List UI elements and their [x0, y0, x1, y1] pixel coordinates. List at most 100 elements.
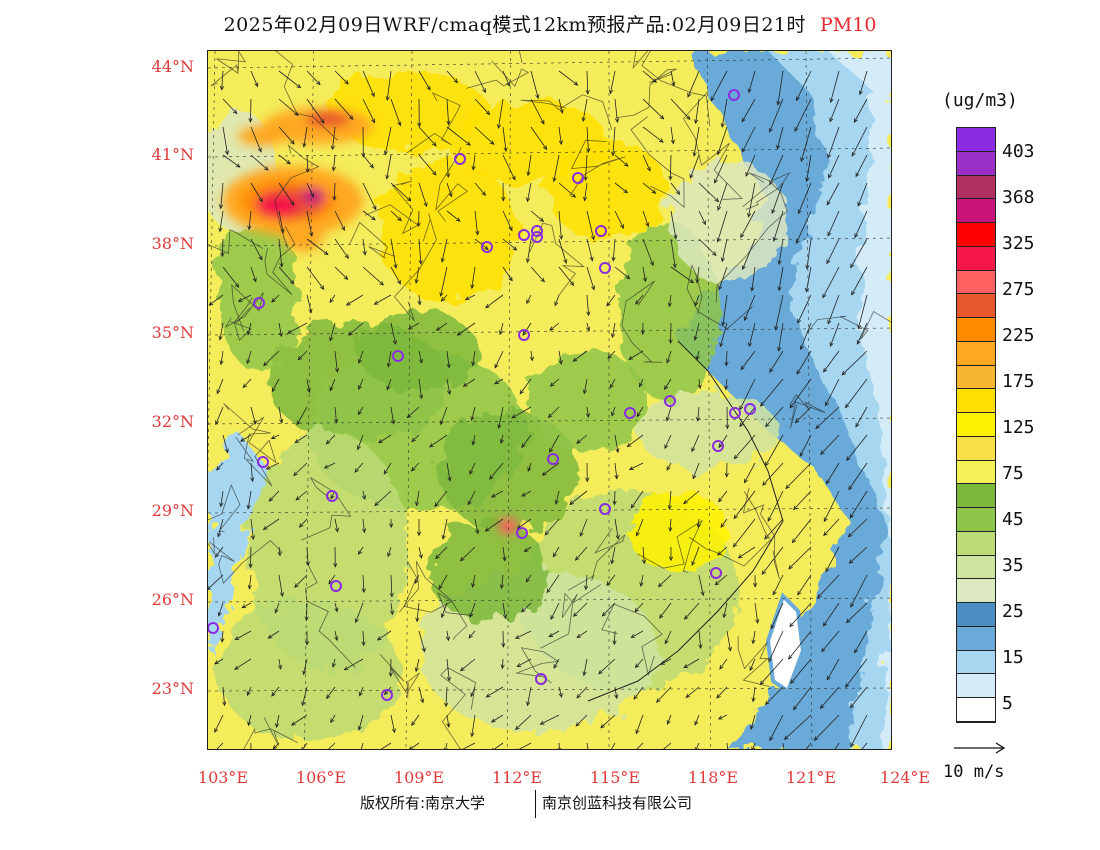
wind-arrow: [796, 70, 812, 102]
wind-arrow: [516, 658, 532, 667]
meridian-line: [507, 51, 511, 749]
pollution-hotspot: [256, 194, 300, 218]
wind-arrow: [385, 154, 392, 180]
province-border: [305, 563, 356, 668]
wind-arrow: [642, 210, 650, 228]
wind-arrow: [722, 602, 728, 619]
wind-arrow: [530, 266, 545, 283]
wind-arrow: [721, 294, 728, 327]
wind-arrow: [489, 462, 504, 480]
province-border: [243, 717, 299, 749]
wind-arrow: [582, 658, 588, 677]
wind-arrow: [386, 350, 392, 368]
city-marker: [454, 153, 466, 165]
meridian-line: [304, 51, 314, 749]
wind-arrow: [296, 406, 308, 426]
wind-arrow: [668, 518, 673, 532]
wind-arrow: [585, 462, 590, 483]
chart-title: 2025年02月09日WRF/cmaq模式12km预报产品:02月09日21时: [223, 14, 806, 36]
wind-arrow: [720, 238, 728, 263]
wind-arrow: [845, 658, 868, 688]
wind-arrow: [614, 266, 631, 280]
wind-arrow: [305, 546, 311, 567]
parallel-line: [208, 147, 891, 158]
wind-arrow: [414, 658, 420, 673]
province-border: [208, 229, 263, 254]
wind-arrow: [516, 742, 532, 749]
legend-swatch: [957, 294, 995, 319]
wind-arrow: [552, 154, 560, 183]
wind-arrow: [611, 742, 616, 749]
wind-arrow: [435, 546, 448, 560]
wind-arrow: [250, 238, 263, 261]
wind-arrow: [332, 182, 337, 201]
wind-arrow: [297, 350, 308, 361]
wind-arrow: [216, 462, 224, 471]
wind-arrow: [502, 210, 513, 232]
wind-arrow: [530, 210, 545, 222]
wind-arrow: [698, 210, 706, 226]
pollution-map: [208, 51, 891, 749]
wind-arrow: [634, 602, 644, 613]
wind-arrow: [362, 70, 375, 98]
wind-arrow: [827, 294, 840, 325]
legend-swatch: [957, 246, 995, 271]
copyright-owner: 版权所有:南京大学: [360, 794, 486, 812]
lat-label-38: 38°N: [151, 234, 194, 253]
province-border: [466, 60, 530, 89]
wind-arrow: [788, 630, 812, 660]
wind-arrow: [323, 462, 336, 469]
province-border: [440, 667, 476, 749]
wind-arrow: [417, 98, 422, 128]
meridian-line: [707, 51, 711, 749]
lat-lon-grid: [208, 51, 891, 749]
wind-arrow: [692, 126, 700, 157]
wind-arrow: [361, 490, 367, 501]
wind-arrow: [271, 686, 280, 697]
wind-arrow: [468, 630, 476, 639]
wind-arrow: [698, 630, 703, 650]
concentration-patch: [218, 601, 398, 741]
wind-arrow: [458, 742, 476, 749]
wind-arrow: [642, 266, 647, 283]
wind-arrow: [220, 238, 225, 258]
wind-arrow: [446, 350, 451, 369]
wind-arrow: [576, 686, 588, 699]
wind-arrow: [667, 490, 672, 510]
wind-arrow: [362, 210, 376, 221]
legend-label-368: 368: [1002, 187, 1035, 208]
wind-arrow: [262, 518, 280, 530]
legend-swatch: [957, 270, 995, 295]
wind-arrow: [547, 406, 560, 419]
wind-arrow: [361, 518, 367, 534]
city-marker: [518, 329, 530, 341]
wind-arrow: [237, 294, 252, 302]
wind-arrow: [441, 518, 448, 540]
wind-arrow: [826, 238, 840, 265]
wind-arrow: [219, 70, 225, 91]
wind-arrow: [471, 154, 476, 171]
wind-arrow: [717, 182, 728, 211]
wind-arrow: [526, 182, 532, 203]
wind-arrow: [710, 70, 728, 102]
wind-arrow: [527, 462, 532, 472]
wind-arrow: [474, 238, 489, 251]
wind-arrow: [469, 602, 476, 618]
wind-arrow: [789, 378, 812, 409]
wind-arrow: [768, 630, 784, 663]
wind-arrow: [847, 518, 868, 538]
wind-arrow: [380, 742, 392, 749]
wind-arrow: [768, 98, 784, 133]
wind-arrow: [329, 322, 336, 342]
wind-arrow: [609, 378, 616, 389]
wind-arrow: [246, 322, 252, 336]
wind-arrow: [470, 686, 476, 698]
legend-label-225: 225: [1002, 325, 1035, 346]
wind-arrow: [502, 602, 508, 620]
wind-arrow: [759, 658, 784, 686]
wind-arrow: [470, 266, 476, 290]
wind-arrow: [218, 322, 224, 341]
wind-arrow: [558, 266, 575, 287]
wind-arrow: [607, 350, 616, 360]
province-border: [264, 226, 296, 295]
